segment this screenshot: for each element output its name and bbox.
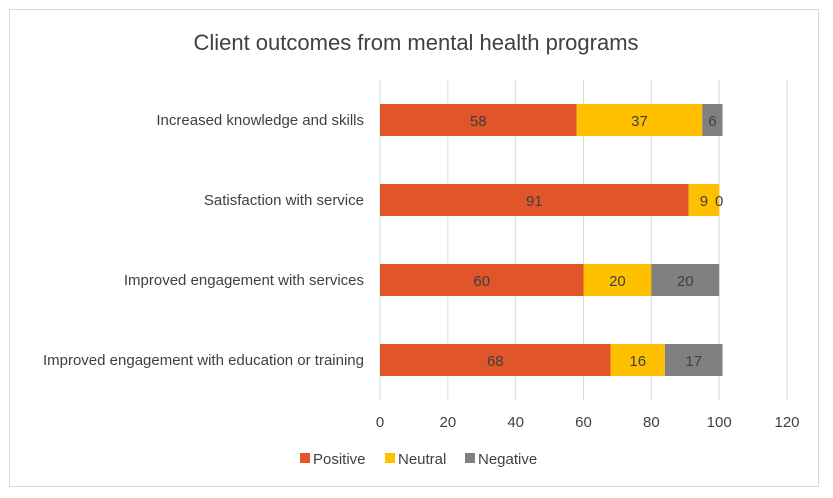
data-label-neutral: 16: [629, 353, 646, 370]
legend-swatch-positive: [300, 453, 310, 463]
data-label-positive: 91: [526, 193, 543, 210]
bar-positive: [380, 344, 611, 376]
category-label: Increased knowledge and skills: [156, 112, 364, 129]
bar-neutral: [576, 104, 703, 136]
data-label-neutral: 9: [700, 193, 708, 210]
data-labels: 58 37 6 91 9 0 60 20 20 68 16 17: [470, 113, 723, 370]
data-label-neutral: 37: [631, 113, 648, 130]
x-tick-label: 20: [439, 414, 456, 431]
x-axis-ticks: 0 20 40 60 80 100 120: [376, 414, 800, 431]
data-label-negative: 6: [708, 113, 716, 130]
bar-negative: [702, 104, 723, 136]
data-label-negative: 0: [715, 193, 723, 210]
legend: Positive Neutral Negative: [300, 451, 537, 468]
data-label-negative: 20: [677, 273, 694, 290]
legend-label-negative: Negative: [478, 451, 537, 468]
category-labels: Increased knowledge and skills Satisfacti…: [43, 112, 364, 369]
x-tick-label: 0: [376, 414, 384, 431]
data-label-positive: 60: [473, 273, 490, 290]
data-label-positive: 68: [487, 353, 504, 370]
legend-swatch-neutral: [385, 453, 395, 463]
data-label-positive: 58: [470, 113, 487, 130]
chart-title: Client outcomes from mental health progr…: [193, 30, 638, 55]
legend-swatch-negative: [465, 453, 475, 463]
category-label: Improved engagement with services: [124, 272, 364, 289]
bar-negative: [664, 344, 723, 376]
legend-label-neutral: Neutral: [398, 451, 446, 468]
bar-neutral: [583, 264, 652, 296]
x-tick-label: 60: [575, 414, 592, 431]
data-label-negative: 17: [685, 353, 702, 370]
x-tick-label: 80: [643, 414, 660, 431]
bars: [380, 104, 723, 376]
bar-positive: [380, 184, 689, 216]
x-tick-label: 100: [707, 414, 732, 431]
bar-neutral: [688, 184, 720, 216]
bar-positive: [380, 104, 577, 136]
x-tick-label: 40: [507, 414, 524, 431]
legend-label-positive: Positive: [313, 451, 366, 468]
data-label-neutral: 20: [609, 273, 626, 290]
category-label: Satisfaction with service: [204, 192, 364, 209]
chart-frame: [9, 9, 819, 487]
bar-positive: [380, 264, 584, 296]
category-label: Improved engagement with education or tr…: [43, 352, 364, 369]
bar-negative: [651, 264, 720, 296]
bar-neutral: [610, 344, 665, 376]
x-tick-label: 120: [774, 414, 799, 431]
